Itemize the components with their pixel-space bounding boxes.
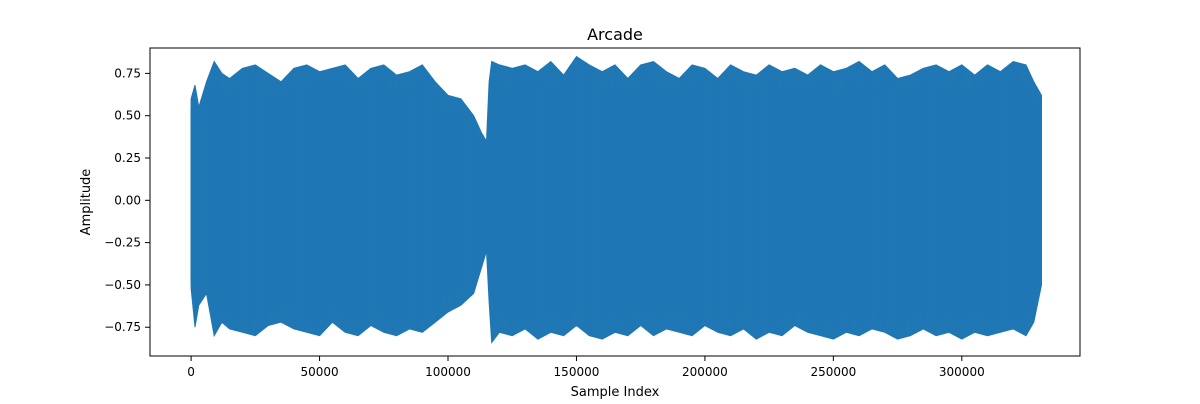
x-tick-label: 0	[187, 365, 195, 379]
y-tick-label: −0.75	[104, 320, 141, 334]
x-tick-label: 100000	[425, 365, 471, 379]
plot-area	[190, 55, 1042, 344]
y-tick-label: 0.00	[114, 193, 141, 207]
chart-title: Arcade	[587, 25, 643, 44]
y-tick-label: −0.25	[104, 236, 141, 250]
x-axis-label: Sample Index	[571, 385, 660, 400]
y-axis-label: Amplitude	[79, 169, 94, 236]
y-tick-label: 0.25	[114, 151, 141, 165]
y-axis-ticks: −0.75 −0.50 −0.25 0.00 0.25 0.50 0.75	[104, 66, 150, 334]
x-tick-label: 200000	[682, 365, 728, 379]
y-tick-label: 0.75	[114, 66, 141, 80]
x-tick-label: 250000	[810, 365, 856, 379]
x-axis-ticks: 0 50000 100000 150000 200000 250000 300000	[187, 356, 985, 379]
x-tick-label: 150000	[554, 365, 600, 379]
waveform-detail	[190, 59, 1042, 339]
x-tick-label: 300000	[939, 365, 985, 379]
y-tick-label: −0.50	[104, 278, 141, 292]
axes-frame	[149, 47, 1081, 357]
y-tick-label: 0.50	[114, 109, 141, 123]
x-tick-label: 50000	[300, 365, 338, 379]
